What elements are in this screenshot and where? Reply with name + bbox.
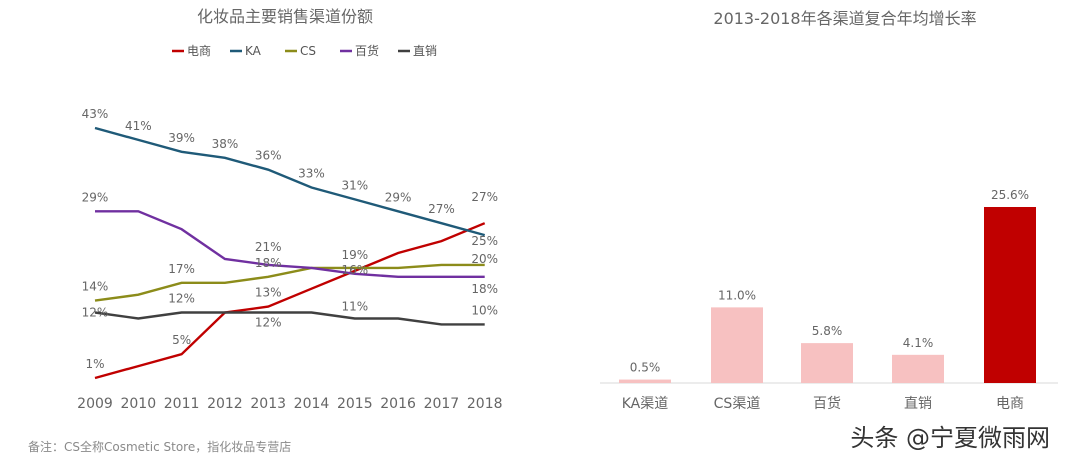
bar-1 xyxy=(711,307,763,383)
bar-0 xyxy=(619,379,671,383)
data-label: 33% xyxy=(298,167,325,181)
data-label: 38% xyxy=(212,137,239,151)
legend-label-1: KA xyxy=(245,44,262,58)
series-line-0 xyxy=(94,222,486,380)
x-tick-label: 2018 xyxy=(467,396,503,412)
bar-value-label: 4.1% xyxy=(903,336,934,350)
data-label: 14% xyxy=(82,280,109,294)
series-line-2 xyxy=(94,263,485,302)
data-label: 27% xyxy=(428,202,455,216)
series-line-4 xyxy=(94,311,485,326)
data-label: 19% xyxy=(341,248,368,262)
data-label: 1% xyxy=(85,357,104,371)
x-tick-label: 2015 xyxy=(337,396,373,412)
bar-value-label: 25.6% xyxy=(991,188,1029,202)
bar-category-label: CS渠道 xyxy=(714,396,761,412)
data-label: 18% xyxy=(255,256,282,270)
data-label: 5% xyxy=(172,333,191,347)
x-tick-label: 2014 xyxy=(294,396,330,412)
x-tick-label: 2011 xyxy=(164,396,200,412)
bar-value-label: 0.5% xyxy=(630,361,661,375)
legend-label-3: 百货 xyxy=(355,43,379,58)
data-label: 18% xyxy=(471,282,498,296)
legend-label-2: CS xyxy=(300,44,316,58)
bar-chart-title: 2013-2018年各渠道复合年均增长率 xyxy=(713,9,976,28)
x-tick-label: 2013 xyxy=(250,396,286,412)
bar-4 xyxy=(984,207,1036,383)
data-label: 16% xyxy=(341,263,368,277)
series-line-3 xyxy=(95,210,485,278)
data-label: 25% xyxy=(471,234,498,248)
data-label: 10% xyxy=(471,303,498,317)
data-label: 29% xyxy=(82,190,109,204)
footnote: 备注：CS全称Cosmetic Store，指化妆品专营店 xyxy=(28,440,292,454)
bar-value-label: 11.0% xyxy=(718,288,756,302)
x-tick-label: 2009 xyxy=(77,396,113,412)
watermark: 头条 @宁夏微雨网 xyxy=(850,424,1050,452)
data-label: 13% xyxy=(255,286,282,300)
data-label: 27% xyxy=(471,190,498,204)
data-label: 20% xyxy=(471,252,498,266)
bar-2 xyxy=(801,343,853,383)
data-label: 21% xyxy=(255,240,282,254)
data-label: 39% xyxy=(168,131,195,145)
data-label: 31% xyxy=(341,178,368,192)
x-tick-label: 2010 xyxy=(120,396,156,412)
data-label: 17% xyxy=(168,262,195,276)
bar-category-label: 电商 xyxy=(996,396,1024,412)
data-label: 12% xyxy=(255,316,282,330)
data-label: 43% xyxy=(82,107,109,121)
series-line-1 xyxy=(94,126,486,237)
data-label: 36% xyxy=(255,149,282,163)
line-chart-title: 化妆品主要销售渠道份额 xyxy=(197,7,373,26)
bar-category-label: 直销 xyxy=(904,395,932,412)
bar-3 xyxy=(892,354,944,383)
data-label: 41% xyxy=(125,119,152,133)
data-label: 12% xyxy=(82,306,109,320)
bar-category-label: 百货 xyxy=(813,395,841,412)
data-label: 29% xyxy=(385,190,412,204)
bar-value-label: 5.8% xyxy=(812,324,843,338)
x-tick-label: 2012 xyxy=(207,396,243,412)
bar-category-label: KA渠道 xyxy=(622,396,669,412)
legend-label-0: 电商 xyxy=(187,43,211,58)
x-tick-label: 2016 xyxy=(380,396,416,412)
x-tick-label: 2017 xyxy=(424,396,460,412)
legend-label-4: 直销 xyxy=(413,44,437,58)
data-label: 12% xyxy=(168,292,195,306)
data-label: 11% xyxy=(341,299,368,313)
